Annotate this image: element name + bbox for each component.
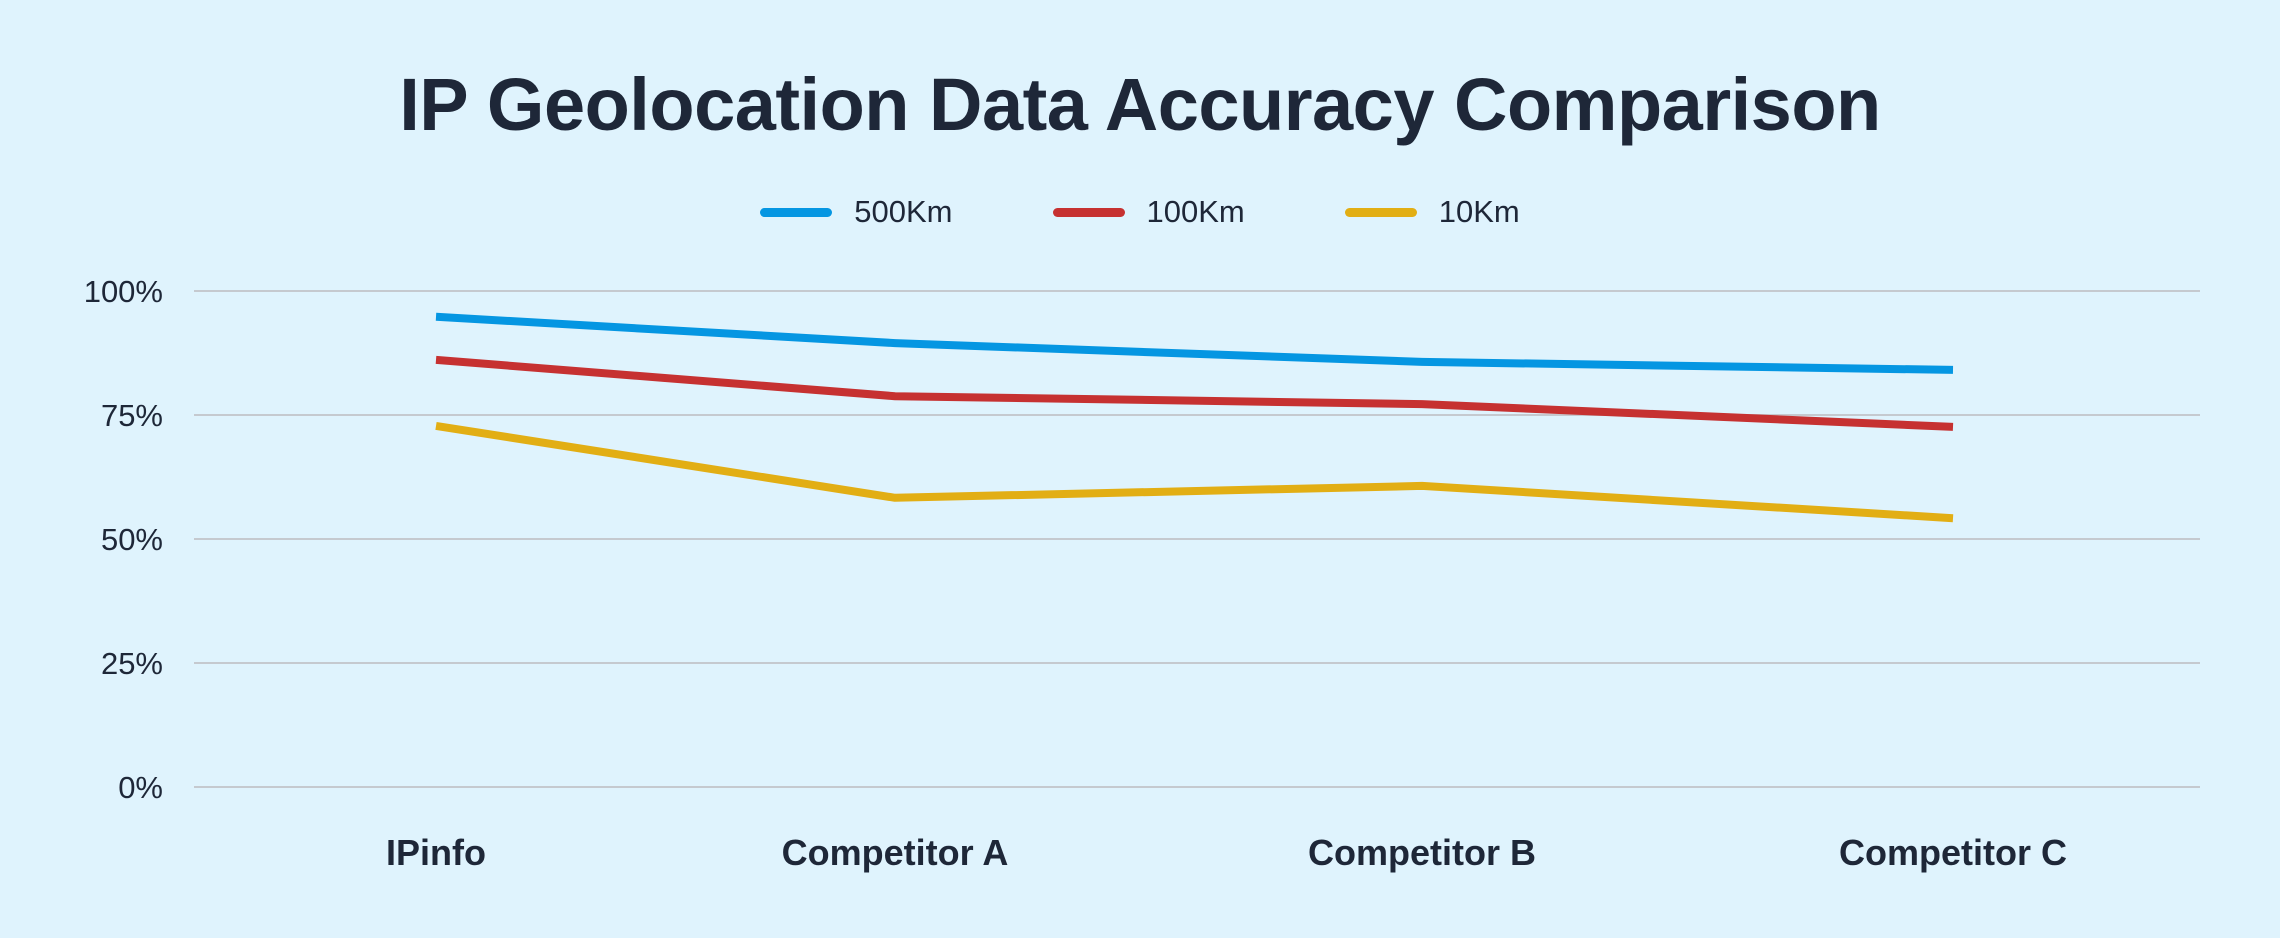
x-tick-label: IPinfo bbox=[386, 832, 486, 873]
data-lines bbox=[435, 312, 1954, 523]
series-line-10km bbox=[435, 421, 1954, 523]
legend-item-100km: 100Km bbox=[1052, 192, 1245, 232]
x-axis: IPinfo Competitor A Competitor B Competitor… bbox=[386, 832, 2067, 873]
legend-label-10km: 10Km bbox=[1438, 194, 1520, 229]
x-tick-label: Competitor C bbox=[1839, 832, 2067, 873]
x-tick-label: Competitor B bbox=[1308, 832, 1536, 873]
gridlines bbox=[194, 290, 2200, 788]
legend-swatch-10km bbox=[1344, 207, 1417, 217]
x-tick-label: Competitor A bbox=[782, 832, 1009, 873]
legend-label-500km: 500Km bbox=[854, 194, 953, 229]
series-line-100km bbox=[435, 355, 1954, 431]
chart-title: IP Geolocation Data Accuracy Comparison bbox=[399, 63, 1881, 146]
legend-swatch-500km bbox=[760, 207, 833, 217]
y-tick-label: 75% bbox=[101, 398, 163, 433]
legend-item-10km: 10Km bbox=[1344, 192, 1520, 232]
y-axis: 0% 25% 50% 75% 100% bbox=[84, 274, 163, 805]
y-tick-label: 50% bbox=[101, 522, 163, 557]
y-tick-label: 25% bbox=[101, 646, 163, 681]
series-line-500km bbox=[435, 312, 1954, 374]
legend-label-100km: 100Km bbox=[1146, 194, 1245, 229]
legend-swatch-100km bbox=[1052, 207, 1125, 217]
chart-legend: 500Km 100Km 10Km bbox=[0, 192, 2280, 232]
y-tick-label: 100% bbox=[84, 274, 163, 309]
legend-item-500km: 500Km bbox=[760, 192, 953, 232]
y-tick-label: 0% bbox=[118, 770, 163, 805]
